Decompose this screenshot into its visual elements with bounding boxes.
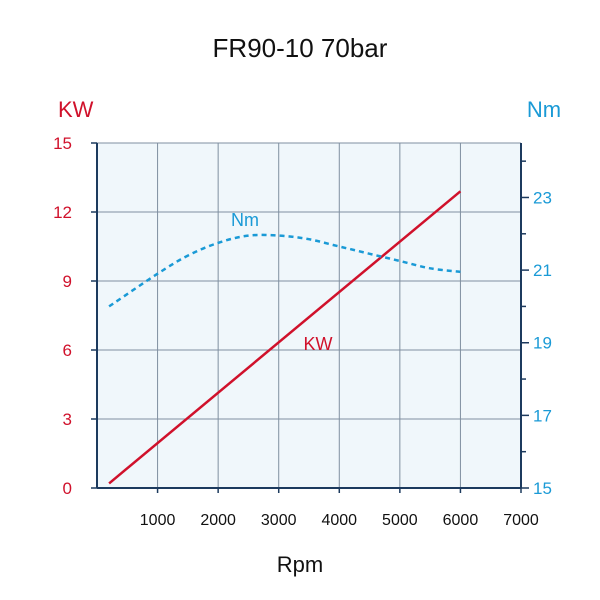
left-tick-label-4: 12 bbox=[53, 203, 72, 222]
right-tick-label-2: 19 bbox=[533, 334, 552, 353]
chart-title: FR90-10 70bar bbox=[213, 33, 388, 63]
ticks: 1000 2000 3000 4000 5000 6000 7000 0 3 6 9 12 15 15 17… bbox=[53, 134, 552, 529]
right-tick-label-4: 23 bbox=[533, 188, 552, 207]
x-axis-label: Rpm bbox=[277, 552, 323, 577]
series-label-kw: KW bbox=[304, 334, 333, 354]
grid bbox=[97, 142, 521, 488]
x-tick-label-0: 1000 bbox=[140, 512, 176, 529]
left-tick-label-5: 15 bbox=[53, 134, 72, 153]
left-tick-label-0: 0 bbox=[63, 479, 72, 498]
left-tick-label-2: 6 bbox=[63, 341, 72, 360]
left-tick-label-3: 9 bbox=[63, 272, 72, 291]
axes bbox=[96, 143, 522, 489]
x-tick-label-3: 4000 bbox=[321, 512, 357, 529]
x-tick-label-4: 5000 bbox=[382, 512, 418, 529]
x-tick-label-1: 2000 bbox=[200, 512, 236, 529]
series-line-kw bbox=[108, 190, 462, 485]
left-tick-label-1: 3 bbox=[63, 410, 72, 429]
series-label-nm: Nm bbox=[231, 210, 259, 230]
right-tick-label-0: 15 bbox=[533, 479, 552, 498]
series-group bbox=[108, 190, 462, 485]
right-axis-unit: Nm bbox=[527, 97, 561, 122]
right-tick-label-1: 17 bbox=[533, 406, 552, 425]
x-tick-label-5: 6000 bbox=[443, 512, 479, 529]
right-tick-label-3: 21 bbox=[533, 261, 552, 280]
x-tick-label-6: 7000 bbox=[503, 512, 539, 529]
series-line-nm bbox=[108, 233, 461, 308]
x-tick-label-2: 3000 bbox=[261, 512, 297, 529]
left-axis-unit: KW bbox=[58, 97, 94, 122]
